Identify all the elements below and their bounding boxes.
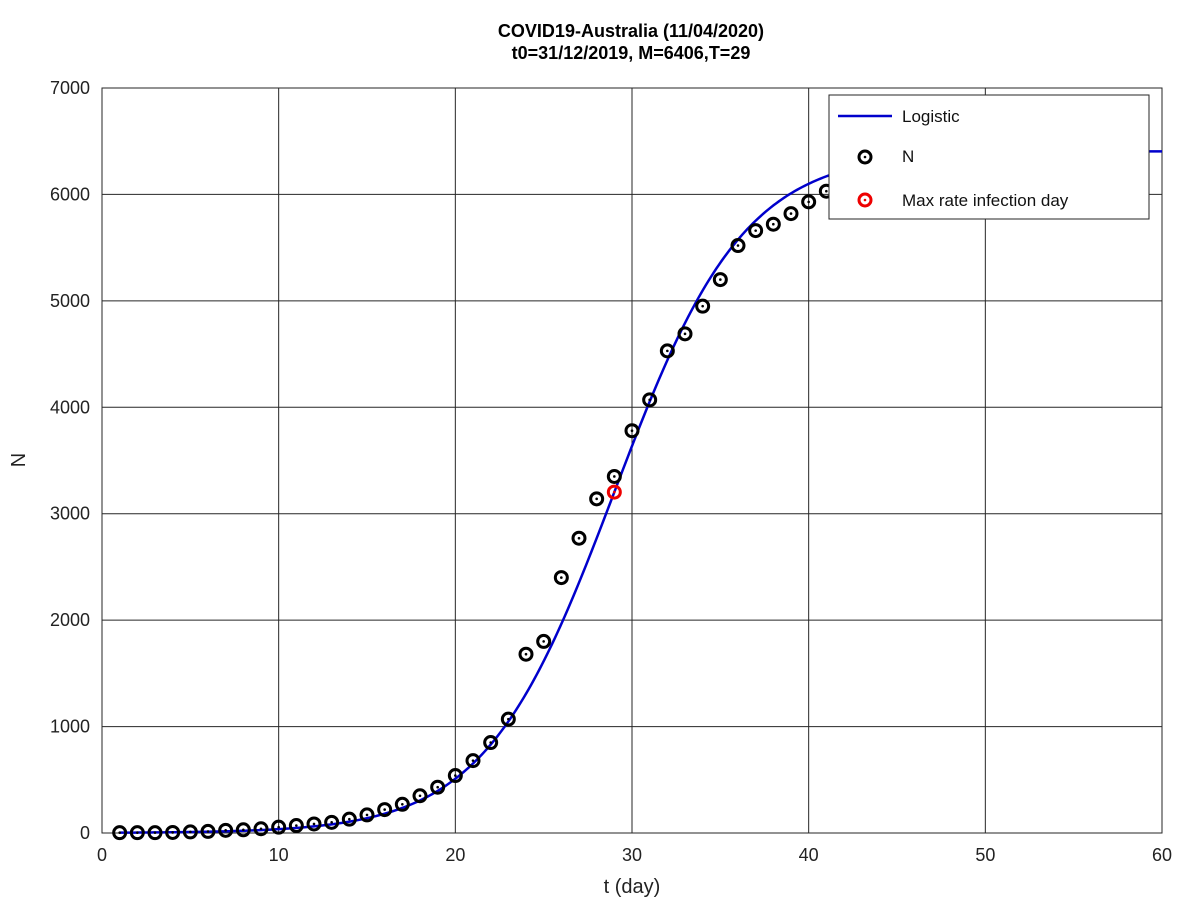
- y-tick-label: 1000: [50, 717, 90, 737]
- n-data-point: [412, 788, 428, 804]
- y-tick-label: 2000: [50, 610, 90, 630]
- chart-subtitle: t0=31/12/2019, M=6406,T=29: [512, 43, 751, 63]
- y-tick-label: 3000: [50, 504, 90, 524]
- n-data-point: [730, 238, 746, 254]
- legend-max-rate-swatch: [857, 192, 873, 208]
- x-tick-label: 20: [445, 845, 465, 865]
- n-data-point: [500, 711, 516, 727]
- n-data-point: [165, 824, 181, 840]
- n-data-point: [801, 194, 817, 210]
- x-tick-label: 30: [622, 845, 642, 865]
- n-data-point: [359, 807, 375, 823]
- n-data-point: [147, 825, 163, 841]
- n-data-point: [518, 646, 534, 662]
- n-data-point: [783, 206, 799, 222]
- y-axis-label: N: [8, 453, 30, 467]
- y-tick-label: 7000: [50, 78, 90, 98]
- n-data-point: [235, 822, 251, 838]
- n-data-point: [677, 326, 693, 342]
- n-data-point: [200, 823, 216, 839]
- y-axis-ticks: 0 1000 2000 3000 4000 5000 6000 7000: [50, 78, 90, 843]
- max-rate-point: [606, 484, 622, 500]
- chart-title: COVID19-Australia (11/04/2020): [498, 21, 764, 41]
- n-data-point: [642, 392, 658, 408]
- n-data-point: [571, 530, 587, 546]
- x-axis-label: t (day): [604, 876, 661, 898]
- n-data-point: [659, 343, 675, 359]
- n-data-point: [271, 819, 287, 835]
- n-data-point: [430, 779, 446, 795]
- n-data-point: [765, 216, 781, 232]
- x-tick-label: 40: [799, 845, 819, 865]
- n-data-point: [112, 825, 128, 841]
- x-tick-label: 0: [97, 845, 107, 865]
- n-data-point: [624, 423, 640, 439]
- y-tick-label: 6000: [50, 184, 90, 204]
- n-data-point: [288, 818, 304, 834]
- n-data-point: [483, 735, 499, 751]
- n-data-point: [536, 633, 552, 649]
- n-data-point: [606, 468, 622, 484]
- legend-n-label: N: [902, 147, 914, 166]
- n-data-point: [394, 796, 410, 812]
- n-data-point: [553, 570, 569, 586]
- x-tick-label: 10: [269, 845, 289, 865]
- n-data-point: [377, 802, 393, 818]
- legend: Logistic N Max rate infection day: [828, 94, 1150, 220]
- n-data-point: [447, 768, 463, 784]
- legend-logistic-label: Logistic: [902, 107, 960, 126]
- n-data-point: [129, 825, 145, 841]
- n-data-point: [712, 272, 728, 288]
- x-tick-label: 60: [1152, 845, 1172, 865]
- n-data-point: [341, 811, 357, 827]
- n-data-point: [218, 822, 234, 838]
- n-data-point: [589, 491, 605, 507]
- legend-max-rate-label: Max rate infection day: [902, 191, 1069, 210]
- y-tick-label: 5000: [50, 291, 90, 311]
- x-axis-ticks: 0 10 20 30 40 50 60: [97, 845, 1172, 865]
- n-data-point: [324, 814, 340, 830]
- y-tick-label: 0: [80, 823, 90, 843]
- n-data-point: [306, 816, 322, 832]
- n-data-point: [182, 824, 198, 840]
- n-data-point: [253, 821, 269, 837]
- n-data-point: [695, 298, 711, 314]
- n-data-point: [465, 753, 481, 769]
- plot-frame: [101, 87, 1163, 834]
- x-tick-label: 50: [975, 845, 995, 865]
- legend-n-swatch: [857, 149, 873, 165]
- n-data-point: [748, 223, 764, 239]
- y-tick-label: 4000: [50, 397, 90, 417]
